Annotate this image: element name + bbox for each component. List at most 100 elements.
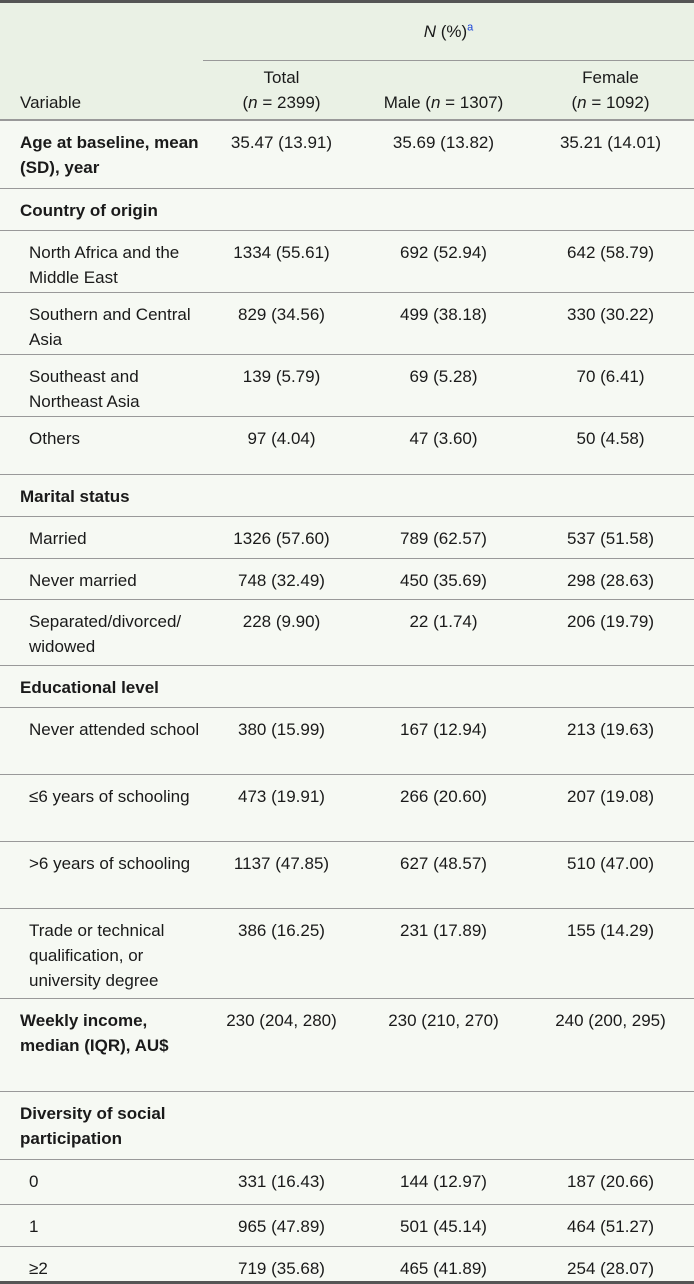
table-row: Separated/divorced/ widowed 228 (9.90) 22 … [0, 599, 694, 666]
column-n-value: = 1307) [440, 93, 504, 112]
table-row: Others 97 (4.04) 47 (3.60) 50 (4.58) [0, 416, 694, 475]
cell-male: 144 (12.97) [360, 1159, 527, 1205]
cell-female: 213 (19.63) [527, 707, 694, 775]
table-row: Never attended school 380 (15.99) 167 (12.… [0, 707, 694, 775]
cell-female: 510 (47.00) [527, 841, 694, 909]
row-label: Separated/divorced/ widowed [0, 599, 203, 666]
row-label: Weekly income, median (IQR), AU$ [0, 998, 203, 1092]
section-row: Weekly income, median (IQR), AU$ 230 (204… [0, 998, 694, 1092]
cell-male: 627 (48.57) [360, 841, 527, 909]
row-label: ≤6 years of schooling [0, 774, 203, 842]
cell-female: 35.21 (14.01) [527, 120, 694, 189]
table-row: ≤6 years of schooling 473 (19.91) 266 (20.… [0, 774, 694, 842]
cell-female: 155 (14.29) [527, 908, 694, 999]
cell-total [203, 1091, 360, 1160]
cell-male: 465 (41.89) [360, 1246, 527, 1284]
cell-total: 1326 (57.60) [203, 516, 360, 559]
cell-male: 450 (35.69) [360, 558, 527, 600]
row-label: Never attended school [0, 707, 203, 775]
section-row: Country of origin [0, 188, 694, 231]
cell-female [527, 188, 694, 231]
cell-male: 266 (20.60) [360, 774, 527, 842]
row-label: Age at baseline, mean (SD), year [0, 120, 203, 189]
footnote-marker-link[interactable]: a [467, 21, 474, 34]
cell-male: 47 (3.60) [360, 416, 527, 475]
table-row: 1 965 (47.89) 501 (45.14) 464 (51.27) [0, 1204, 694, 1247]
cell-female: 187 (20.66) [527, 1159, 694, 1205]
cell-female: 330 (30.22) [527, 292, 694, 355]
cell-male: 501 (45.14) [360, 1204, 527, 1247]
cell-total: 473 (19.91) [203, 774, 360, 842]
column-name: Female [582, 68, 639, 87]
cell-total: 748 (32.49) [203, 558, 360, 600]
table-header: N (%)a Variable Total (n = 2399) Male (n … [0, 0, 694, 121]
cell-male: 167 (12.94) [360, 707, 527, 775]
cell-total: 331 (16.43) [203, 1159, 360, 1205]
table-row: Southern and Central Asia 829 (34.56) 499 … [0, 292, 694, 355]
row-label: Others [0, 416, 203, 475]
cell-total: 829 (34.56) [203, 292, 360, 355]
section-row: Marital status [0, 474, 694, 517]
table-row: Never married 748 (32.49) 450 (35.69) 298 (… [0, 558, 694, 600]
table-row: Married 1326 (57.60) 789 (62.57) 537 (51.58… [0, 516, 694, 559]
row-label: North Africa and the Middle East [0, 230, 203, 293]
column-n-symbol: n [577, 93, 587, 112]
table-row: ≥2 719 (35.68) 465 (41.89) 254 (28.07) [0, 1246, 694, 1284]
cell-male [360, 1091, 527, 1160]
column-header-total: Total (n = 2399) [203, 60, 360, 121]
column-name: Male [383, 93, 421, 112]
cell-total: 1334 (55.61) [203, 230, 360, 293]
table-row: Trade or technical qualification, or uni… [0, 908, 694, 999]
cell-female: 240 (200, 295) [527, 998, 694, 1092]
cell-male: 499 (38.18) [360, 292, 527, 355]
section-row: Educational level [0, 665, 694, 708]
column-n-value: = 1092) [586, 93, 650, 112]
cell-female: 537 (51.58) [527, 516, 694, 559]
cell-total: 965 (47.89) [203, 1204, 360, 1247]
cell-female: 298 (28.63) [527, 558, 694, 600]
table-row: Southeast and Northeast Asia 139 (5.79) 69… [0, 354, 694, 417]
cell-total: 97 (4.04) [203, 416, 360, 475]
cell-female: 254 (28.07) [527, 1246, 694, 1284]
cell-female: 50 (4.58) [527, 416, 694, 475]
cell-male: 69 (5.28) [360, 354, 527, 417]
group-label-rest: (%) [436, 22, 468, 41]
column-name: Total [263, 68, 300, 87]
cell-total: 139 (5.79) [203, 354, 360, 417]
column-header-female: Female (n = 1092) [527, 60, 694, 121]
table-body: Age at baseline, mean (SD), year 35.47 (1… [0, 120, 694, 1284]
cell-male: 789 (62.57) [360, 516, 527, 559]
cell-female [527, 474, 694, 517]
group-label-n: N [423, 22, 436, 41]
cell-total: 380 (15.99) [203, 707, 360, 775]
column-header-male: Male (n = 1307) [360, 60, 527, 121]
column-n-open: ( [242, 93, 249, 112]
cell-total: 386 (16.25) [203, 908, 360, 999]
variable-column-header: Variable [0, 60, 203, 121]
column-n-value: = 2399) [257, 93, 321, 112]
section-row: Diversity of social participation [0, 1091, 694, 1160]
cell-total [203, 665, 360, 708]
row-label: >6 years of schooling [0, 841, 203, 909]
cell-female: 642 (58.79) [527, 230, 694, 293]
cell-male: 231 (17.89) [360, 908, 527, 999]
row-label: 1 [0, 1204, 203, 1247]
column-n-symbol: n [248, 93, 258, 112]
cell-male: 692 (52.94) [360, 230, 527, 293]
group-header: N (%)a [203, 0, 694, 61]
row-label: ≥2 [0, 1246, 203, 1284]
section-row: Age at baseline, mean (SD), year 35.47 (1… [0, 120, 694, 189]
cell-male: 35.69 (13.82) [360, 120, 527, 189]
row-label: Educational level [0, 665, 203, 708]
row-label: Southern and Central Asia [0, 292, 203, 355]
cell-female: 464 (51.27) [527, 1204, 694, 1247]
cell-total [203, 188, 360, 231]
cell-male [360, 474, 527, 517]
row-label: Never married [0, 558, 203, 600]
row-label: Marital status [0, 474, 203, 517]
row-label: 0 [0, 1159, 203, 1205]
row-label: Southeast and Northeast Asia [0, 354, 203, 417]
cell-total: 228 (9.90) [203, 599, 360, 666]
cell-male [360, 665, 527, 708]
